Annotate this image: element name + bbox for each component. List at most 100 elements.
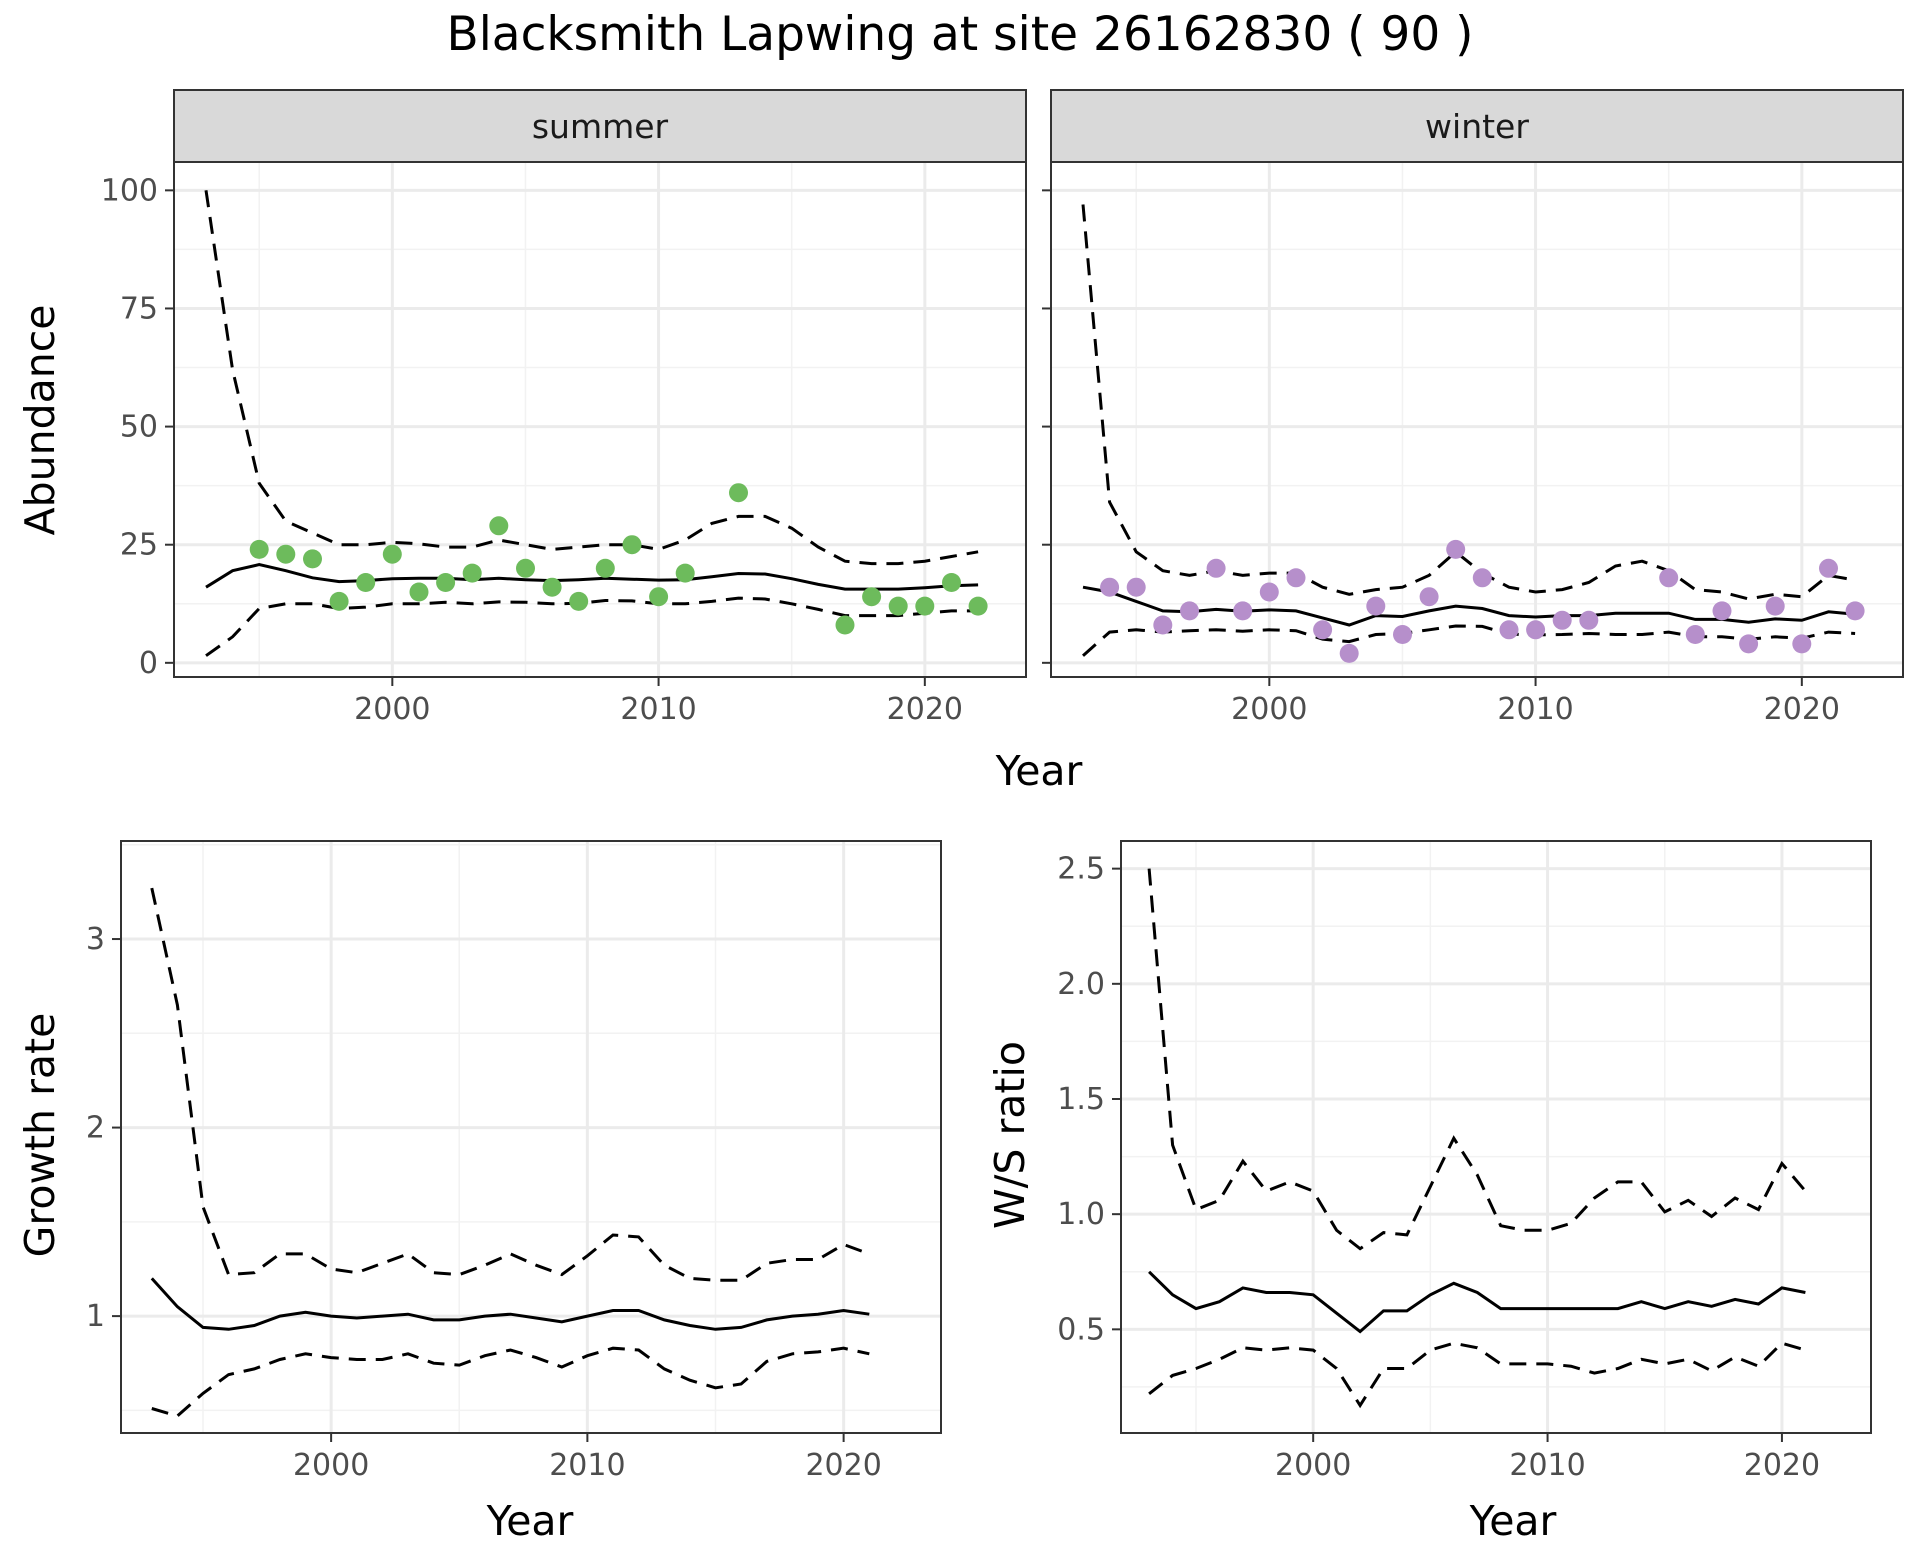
y-tick-label: 100 xyxy=(101,173,158,208)
lower-bound-line xyxy=(1148,1341,1806,1409)
observed-point xyxy=(1393,625,1412,644)
x-tick-label: 2020 xyxy=(1744,1448,1820,1483)
panel-2: 2000 2010 2020 1 2 3 xyxy=(86,840,942,1483)
observed-point xyxy=(1206,558,1226,578)
y-tick-label: 2 xyxy=(86,1111,105,1146)
observed-point xyxy=(1339,643,1359,663)
observed-point xyxy=(1366,596,1386,616)
y-tick-label: 25 xyxy=(120,528,158,563)
observed-point xyxy=(329,591,349,611)
y-tick-label: 0 xyxy=(139,646,158,681)
observed-point xyxy=(1233,601,1253,621)
y-tick-label: 1.0 xyxy=(1057,1197,1105,1232)
observed-point xyxy=(249,539,269,559)
abundance-x-axis-title: Year xyxy=(995,747,1083,795)
observed-point xyxy=(1685,625,1705,644)
panel-1: 2000 2010 2020 xyxy=(1042,161,1904,727)
estimate-line xyxy=(1082,585,1856,627)
observed-point xyxy=(1765,596,1785,616)
strip-summer-box xyxy=(173,89,1027,163)
x-tick-label: 2000 xyxy=(1275,1448,1351,1483)
x-tick-label: 2010 xyxy=(1497,692,1573,727)
plot-area xyxy=(1147,868,1807,1409)
strip-winter-box xyxy=(1050,89,1904,163)
observed-point xyxy=(489,516,509,536)
observed-point xyxy=(888,596,908,616)
observed-point xyxy=(542,577,562,597)
x-tick-label: 2020 xyxy=(805,1448,881,1483)
observed-point xyxy=(1819,558,1838,578)
observed-point xyxy=(1499,620,1519,640)
panel-background xyxy=(1051,162,1903,677)
observed-point xyxy=(1659,568,1679,588)
x-tick-label: 2000 xyxy=(1231,692,1307,727)
strip-label-summer: summer xyxy=(532,107,669,146)
observed-point xyxy=(516,558,535,578)
x-tick-label: 2000 xyxy=(293,1448,369,1483)
observed-point xyxy=(462,563,482,583)
ws-x-axis-title: Year xyxy=(1469,1497,1557,1545)
y-tick-label: 2.5 xyxy=(1057,852,1105,887)
y-tick-label: 3 xyxy=(86,922,105,957)
observed-point xyxy=(968,596,988,616)
observed-point xyxy=(1180,601,1199,621)
y-tick-label: 1 xyxy=(86,1299,105,1334)
strip-label-winter: winter xyxy=(1425,107,1529,146)
observed-point xyxy=(276,544,296,564)
observed-point xyxy=(356,573,376,592)
panel-border xyxy=(1120,840,1872,1434)
observed-point xyxy=(915,596,935,616)
lower-bound-line xyxy=(1082,624,1856,657)
observed-point xyxy=(595,558,615,578)
abundance-y-axis-title: Abundance xyxy=(16,305,64,536)
plot-area xyxy=(204,190,988,657)
chart-title: Blacksmith Lapwing at site 26162830 ( 90… xyxy=(446,7,1473,62)
upper-bound-line xyxy=(150,887,870,1282)
observed-point xyxy=(1153,615,1173,635)
growth-x-axis-title: Year xyxy=(486,1497,574,1545)
panel-0: 2000 2010 2020 0 25 50 75 100 xyxy=(101,161,1027,727)
x-tick-label: 2020 xyxy=(1764,692,1840,727)
x-tick-label: 2000 xyxy=(354,692,430,727)
estimate-line xyxy=(205,563,979,591)
observed-point xyxy=(1792,634,1812,654)
observed-point xyxy=(382,544,402,564)
observed-point xyxy=(1313,620,1333,640)
observed-point xyxy=(1100,577,1120,597)
x-tick-label: 2020 xyxy=(887,692,963,727)
observed-point xyxy=(1259,582,1279,602)
estimate-line xyxy=(1148,1270,1806,1334)
panel-border xyxy=(173,161,1027,678)
observed-point xyxy=(649,587,669,607)
panel-background xyxy=(1121,841,1871,1433)
observed-point xyxy=(1446,539,1466,559)
observed-point xyxy=(1419,587,1439,607)
x-tick-label: 2010 xyxy=(1509,1448,1585,1483)
observed-point xyxy=(729,483,748,503)
panel-background xyxy=(121,841,941,1433)
x-tick-label: 2010 xyxy=(549,1448,625,1483)
observed-point xyxy=(436,573,456,592)
estimate-line xyxy=(150,1277,870,1331)
y-tick-label: 75 xyxy=(120,291,158,326)
y-tick-label: 50 xyxy=(120,410,158,445)
observed-point xyxy=(1579,610,1599,630)
x-tick-label: 2010 xyxy=(620,692,696,727)
y-tick-label: 2.0 xyxy=(1057,967,1105,1002)
observed-point xyxy=(409,582,429,602)
observed-point xyxy=(1126,577,1146,597)
observed-point xyxy=(1712,601,1732,621)
observed-point xyxy=(1526,620,1546,640)
panel-3: 2000 2010 2020 0.5 1.0 1.5 2.0 2.5 xyxy=(1057,840,1872,1483)
observed-point xyxy=(1739,634,1759,654)
observed-point xyxy=(835,615,855,635)
plot-area xyxy=(150,887,870,1418)
lower-bound-line xyxy=(151,1346,870,1418)
panel-background xyxy=(174,162,1026,677)
observed-point xyxy=(303,549,322,569)
observed-point xyxy=(942,573,961,592)
observed-point xyxy=(1286,568,1306,588)
observed-point xyxy=(1472,568,1492,588)
